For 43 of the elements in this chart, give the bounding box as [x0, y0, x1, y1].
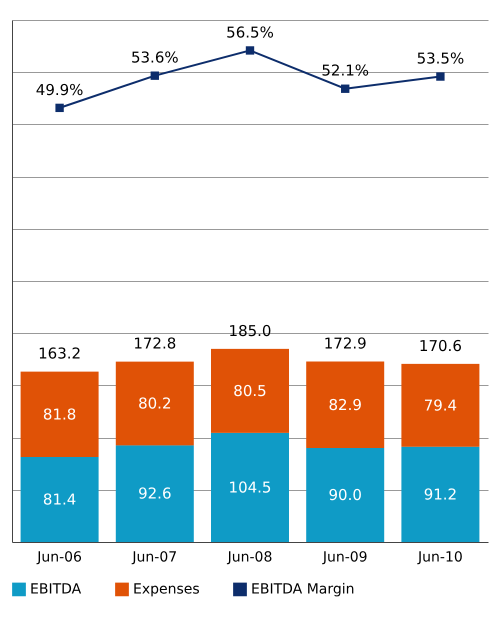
data-label: 90.0 [328, 486, 362, 504]
bar [20, 457, 99, 542]
bar [401, 446, 480, 542]
data-label: 80.5 [233, 382, 267, 400]
bar [116, 445, 194, 542]
legend-label: EBITDA Margin [251, 581, 355, 598]
total-label: 185.0 [228, 322, 272, 340]
bar [401, 364, 480, 447]
data-label: 80.2 [138, 394, 172, 412]
total-label: 172.9 [324, 334, 367, 352]
bar [116, 362, 194, 446]
data-label: 79.4 [424, 396, 458, 414]
x-tick-label: Jun-09 [322, 550, 368, 566]
data-label: 53.5% [416, 50, 464, 68]
data-label: 52.1% [321, 62, 370, 80]
point [246, 46, 254, 55]
bar [211, 432, 289, 542]
point [436, 72, 445, 81]
total-label: 163.2 [38, 344, 82, 363]
point [55, 104, 64, 112]
x-tick-label: Jun-08 [226, 550, 272, 566]
total-label: 172.8 [133, 334, 176, 353]
data-label: 91.2 [424, 485, 458, 504]
point [341, 84, 350, 93]
x-tick-label: Jun-10 [417, 550, 463, 566]
data-label: 53.6% [130, 48, 179, 67]
data-label: 92.6 [138, 484, 172, 503]
data-label: 81.8 [42, 405, 76, 424]
x-tick-label: Jun-07 [131, 550, 178, 566]
bar [211, 348, 289, 433]
data-label: 104.5 [228, 478, 272, 496]
x-tick-label: Jun-06 [36, 550, 82, 566]
legend-label: Expenses [133, 581, 200, 598]
data-label: 82.9 [328, 396, 362, 414]
data-label: 49.9% [36, 80, 84, 99]
bar [306, 448, 384, 542]
data-label: 56.5% [226, 23, 274, 42]
total-label: 170.6 [418, 336, 462, 355]
legend-label: EBITDA [30, 581, 82, 598]
bar [306, 361, 384, 448]
bar [20, 372, 99, 458]
data-label: 81.4 [42, 490, 76, 509]
point [150, 71, 159, 80]
